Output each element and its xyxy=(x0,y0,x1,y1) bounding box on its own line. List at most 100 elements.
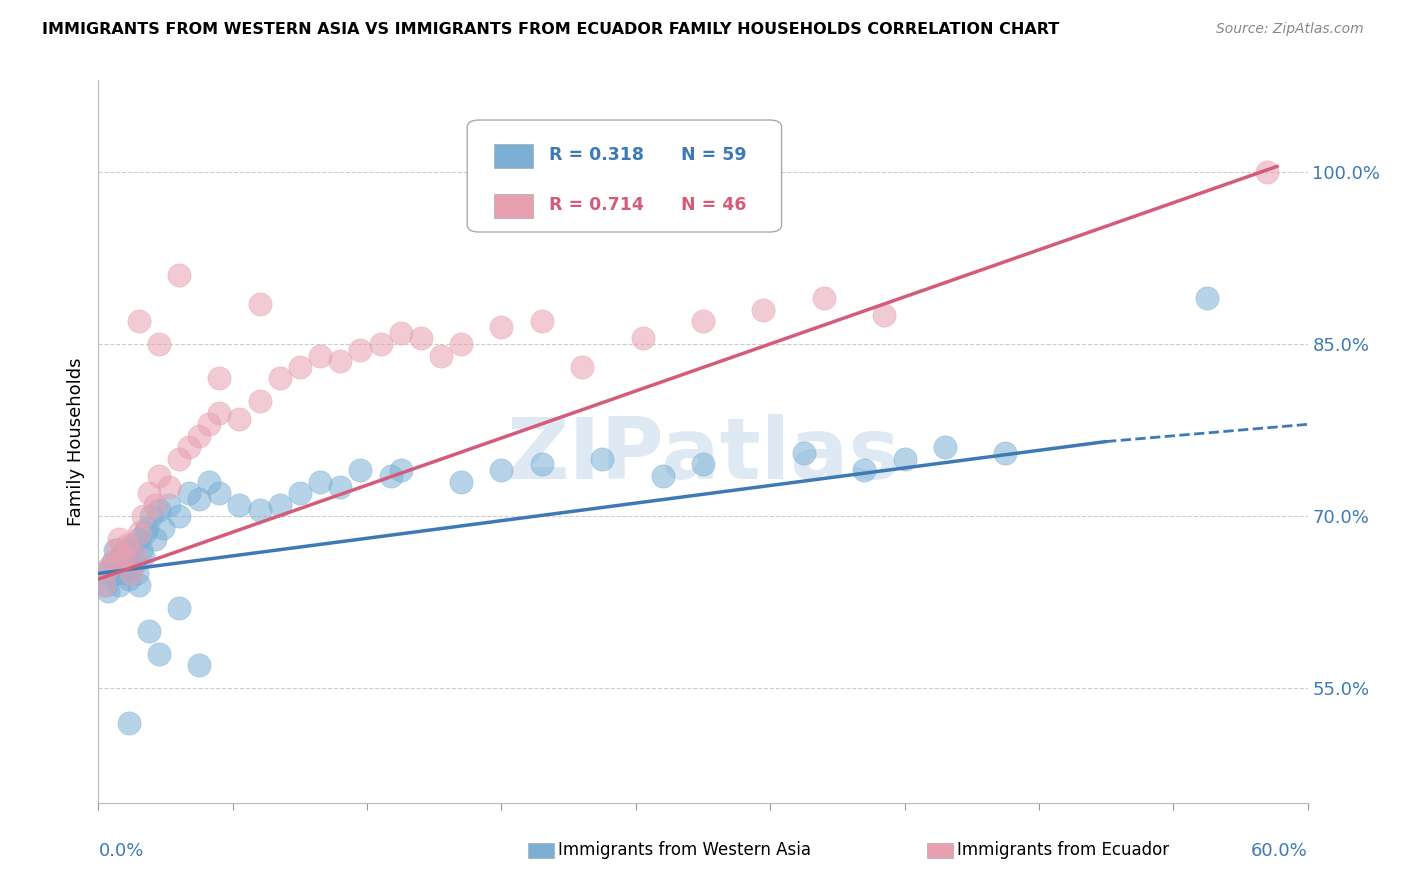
Point xyxy=(157,498,180,512)
Text: N = 46: N = 46 xyxy=(682,195,747,213)
Text: R = 0.318: R = 0.318 xyxy=(550,145,644,164)
Point xyxy=(692,314,714,328)
Point xyxy=(152,520,174,534)
FancyBboxPatch shape xyxy=(467,120,782,232)
Text: Immigrants from Ecuador: Immigrants from Ecuador xyxy=(957,841,1168,859)
Point xyxy=(994,446,1017,460)
Point xyxy=(530,458,553,472)
Point xyxy=(269,498,291,512)
Point xyxy=(380,469,402,483)
Point xyxy=(105,566,128,581)
Point xyxy=(124,549,146,564)
Text: 0.0%: 0.0% xyxy=(98,842,143,860)
Point xyxy=(288,359,311,374)
Point xyxy=(409,331,432,345)
Point xyxy=(148,469,170,483)
Point xyxy=(132,549,155,564)
Text: Immigrants from Western Asia: Immigrants from Western Asia xyxy=(558,841,811,859)
Point xyxy=(349,343,371,357)
Point xyxy=(198,475,221,489)
Point xyxy=(249,394,271,409)
Point xyxy=(97,560,120,574)
Point xyxy=(249,297,271,311)
Point xyxy=(93,566,115,581)
Point xyxy=(148,503,170,517)
Point xyxy=(591,451,613,466)
Point xyxy=(93,578,115,592)
Text: IMMIGRANTS FROM WESTERN ASIA VS IMMIGRANTS FROM ECUADOR FAMILY HOUSEHOLDS CORREL: IMMIGRANTS FROM WESTERN ASIA VS IMMIGRAN… xyxy=(42,22,1060,37)
Point xyxy=(115,555,138,569)
Point xyxy=(124,555,146,569)
Point xyxy=(893,451,915,466)
Point xyxy=(135,520,157,534)
Point xyxy=(107,578,129,592)
Point xyxy=(228,411,250,425)
Point xyxy=(491,463,513,477)
Point xyxy=(934,440,956,454)
Point xyxy=(309,349,332,363)
Point xyxy=(208,486,231,500)
Point xyxy=(188,658,211,673)
Point xyxy=(450,475,472,489)
Text: Source: ZipAtlas.com: Source: ZipAtlas.com xyxy=(1216,22,1364,37)
Point xyxy=(1195,291,1218,305)
Point xyxy=(793,446,815,460)
FancyBboxPatch shape xyxy=(494,194,533,218)
Point xyxy=(138,624,160,638)
Point xyxy=(114,543,136,558)
Point xyxy=(103,543,125,558)
Point xyxy=(139,509,162,524)
Point xyxy=(128,526,150,541)
Point xyxy=(107,532,129,546)
Point xyxy=(853,463,876,477)
Point xyxy=(143,532,166,546)
Y-axis label: Family Households: Family Households xyxy=(66,358,84,525)
Point xyxy=(120,566,142,581)
Point xyxy=(134,526,156,541)
Point xyxy=(118,572,141,586)
Point xyxy=(128,578,150,592)
Point xyxy=(111,549,134,564)
Point xyxy=(309,475,332,489)
Point xyxy=(125,566,148,581)
Point xyxy=(430,349,453,363)
Point xyxy=(97,583,120,598)
Point xyxy=(651,469,673,483)
Point xyxy=(491,319,513,334)
Point xyxy=(813,291,835,305)
Point xyxy=(873,309,896,323)
Point xyxy=(128,532,150,546)
Point xyxy=(1256,165,1278,179)
FancyBboxPatch shape xyxy=(527,843,554,858)
Point xyxy=(167,509,190,524)
Text: N = 59: N = 59 xyxy=(682,145,747,164)
Point xyxy=(179,486,201,500)
Point xyxy=(148,337,170,351)
Point xyxy=(167,268,190,283)
Point xyxy=(389,326,412,340)
Point xyxy=(138,486,160,500)
Point xyxy=(370,337,392,351)
Point xyxy=(389,463,412,477)
Point xyxy=(571,359,593,374)
Point xyxy=(188,429,211,443)
Point xyxy=(752,302,775,317)
Point xyxy=(167,600,190,615)
Point xyxy=(208,371,231,385)
Text: R = 0.714: R = 0.714 xyxy=(550,195,644,213)
Point xyxy=(349,463,371,477)
Point xyxy=(167,451,190,466)
Point xyxy=(269,371,291,385)
Point xyxy=(101,555,124,569)
Point xyxy=(179,440,201,454)
Point xyxy=(143,498,166,512)
Point xyxy=(148,647,170,661)
Point xyxy=(188,491,211,506)
Point xyxy=(157,480,180,494)
Point xyxy=(692,458,714,472)
Point xyxy=(288,486,311,500)
Point xyxy=(111,566,134,581)
Point xyxy=(96,578,118,592)
Point xyxy=(100,560,122,574)
Point xyxy=(115,538,138,552)
